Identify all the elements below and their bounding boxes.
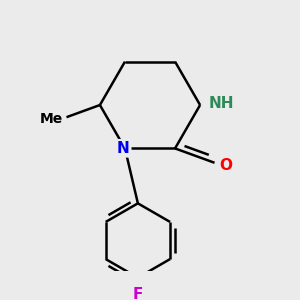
Text: F: F — [133, 287, 143, 300]
Text: O: O — [219, 158, 232, 173]
Text: NH: NH — [208, 96, 234, 111]
Text: Me: Me — [40, 112, 63, 126]
Text: N: N — [117, 141, 130, 156]
